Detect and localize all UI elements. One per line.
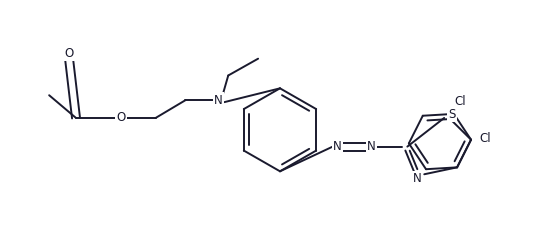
Text: N: N: [413, 172, 422, 185]
Text: O: O: [116, 112, 125, 124]
Text: N: N: [214, 94, 223, 107]
Text: N: N: [367, 140, 376, 153]
Text: Cl: Cl: [455, 95, 466, 108]
Text: Cl: Cl: [479, 132, 491, 145]
Text: S: S: [448, 107, 456, 120]
Text: O: O: [65, 47, 74, 60]
Text: N: N: [333, 140, 342, 153]
